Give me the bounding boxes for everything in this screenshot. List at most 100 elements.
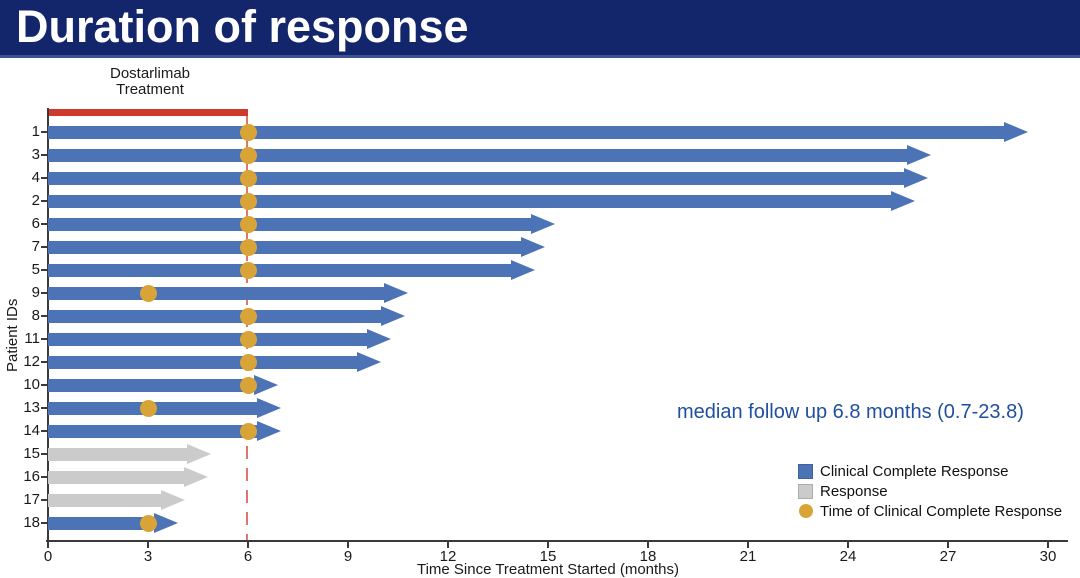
treatment-label-line2: Treatment: [116, 81, 184, 98]
y-axis-tick-mark: [41, 499, 47, 501]
treatment-duration-bar: [48, 109, 248, 116]
x-axis-tick-mark: [447, 542, 449, 548]
arrow-head: [907, 145, 932, 165]
x-axis-tick-mark: [947, 542, 949, 548]
x-axis-tick-label: 3: [143, 548, 153, 565]
arrow-head: [257, 421, 282, 441]
clinical-complete-response-time-dot: [239, 238, 257, 256]
arrow-head: [160, 490, 185, 510]
x-axis-tick-mark: [647, 542, 649, 548]
y-axis-tick-mark: [41, 476, 47, 478]
x-axis-tick-label: 30: [1039, 548, 1057, 565]
clinical-complete-response-time-dot: [239, 376, 257, 394]
y-axis-title: Patient IDs: [4, 298, 21, 372]
patient-id-label: 16: [23, 468, 40, 485]
clinical-complete-response-time-dot: [239, 215, 257, 233]
median-followup-annotation: median follow up 6.8 months (0.7-23.8): [677, 401, 1024, 423]
clinical-complete-response-bar: [48, 286, 388, 300]
clinical-complete-response-bar: [48, 171, 908, 185]
patient-id-label: 18: [23, 514, 40, 531]
clinical-complete-response-time-dot: [139, 514, 157, 532]
y-axis-tick-mark: [41, 154, 47, 156]
patient-id-label: 1: [31, 123, 40, 140]
patient-id-label: 8: [31, 307, 40, 324]
clinical-complete-response-time-dot: [239, 146, 257, 164]
patient-id-label: 5: [31, 261, 40, 278]
clinical-complete-response-time-dot: [239, 422, 257, 440]
x-axis-tick-mark: [547, 542, 549, 548]
legend-label: Response: [820, 482, 888, 500]
legend-circle-marker: [799, 504, 813, 518]
patient-id-label: 4: [31, 169, 40, 186]
y-axis-tick-mark: [41, 361, 47, 363]
y-axis-tick-mark: [41, 223, 47, 225]
clinical-complete-response-bar: [48, 309, 385, 323]
clinical-complete-response-bar: [48, 263, 515, 277]
arrow-head: [257, 398, 282, 418]
y-axis-tick-mark: [41, 131, 47, 133]
patient-id-label: 11: [24, 330, 40, 347]
clinical-complete-response-bar: [48, 217, 535, 231]
x-axis-tick-mark: [1047, 542, 1049, 548]
arrow-head: [184, 467, 208, 487]
y-axis-tick-mark: [41, 177, 47, 179]
x-axis-tick-label: 0: [43, 548, 53, 565]
response-bar: [48, 493, 165, 507]
clinical-complete-response-time-dot: [139, 399, 157, 417]
legend-item: Response: [798, 481, 1062, 501]
arrow-head: [367, 329, 392, 349]
x-axis-tick-label: 24: [839, 548, 857, 565]
x-axis-title: Time Since Treatment Started (months): [416, 561, 680, 578]
clinical-complete-response-time-dot: [239, 261, 257, 279]
patient-id-label: 17: [23, 491, 40, 508]
y-axis-tick-mark: [41, 384, 47, 386]
x-axis-tick-mark: [347, 542, 349, 548]
clinical-complete-response-bar: [48, 424, 262, 438]
x-axis-tick-label: 15: [539, 548, 557, 565]
arrow-head: [380, 306, 405, 326]
arrow-head: [187, 444, 212, 464]
clinical-complete-response-time-dot: [239, 330, 257, 348]
clinical-complete-response-time-dot: [239, 123, 257, 141]
y-axis-tick-mark: [41, 246, 47, 248]
x-axis-tick-mark: [747, 542, 749, 548]
page-title: Duration of response: [16, 1, 469, 52]
clinical-complete-response-bar: [48, 516, 158, 530]
legend-square-marker: [798, 463, 813, 479]
arrow-head: [520, 237, 545, 257]
clinical-complete-response-time-dot: [239, 307, 257, 325]
x-axis-tick-label: 21: [739, 548, 757, 565]
x-axis-tick-mark: [247, 542, 249, 548]
patient-id-label: 3: [31, 146, 40, 163]
y-axis-tick-mark: [41, 315, 47, 317]
legend: Clinical Complete Response Response Time o…: [798, 461, 1062, 521]
title-bar: Duration of response: [0, 0, 1080, 58]
clinical-complete-response-bar: [48, 194, 895, 208]
y-axis-tick-mark: [41, 430, 47, 432]
patient-id-label: 6: [31, 215, 40, 232]
patient-id-label: 14: [23, 422, 40, 439]
legend-label: Time of Clinical Complete Response: [820, 502, 1063, 520]
six-month-dashed-line: [246, 116, 248, 540]
response-bar: [48, 470, 188, 484]
x-axis-tick-label: 12: [439, 548, 457, 565]
clinical-complete-response-time-dot: [239, 169, 257, 187]
arrow-head: [510, 260, 535, 280]
treatment-label: Dostarlimab Treatment: [48, 66, 252, 98]
arrow-head: [1004, 122, 1028, 142]
treatment-label-line1: Dostarlimab: [109, 65, 191, 82]
swimmer-chart: Dostarlimab Treatment 1 3 4 2 6 7 5 9 8 11 12 10 13 1…: [0, 58, 1080, 578]
x-axis-tick-label: 27: [939, 548, 957, 565]
arrow-head: [530, 214, 555, 234]
patient-id-label: 2: [31, 192, 40, 209]
y-axis-tick-mark: [41, 269, 47, 271]
y-axis-tick-mark: [41, 407, 47, 409]
x-axis-tick-mark: [47, 542, 49, 548]
x-axis-tick-label: 18: [639, 548, 657, 565]
y-axis-tick-mark: [41, 453, 47, 455]
arrow-head: [890, 191, 915, 211]
clinical-complete-response-time-dot: [139, 284, 157, 302]
x-axis-line: [46, 540, 1068, 542]
clinical-complete-response-time-dot: [239, 192, 257, 210]
